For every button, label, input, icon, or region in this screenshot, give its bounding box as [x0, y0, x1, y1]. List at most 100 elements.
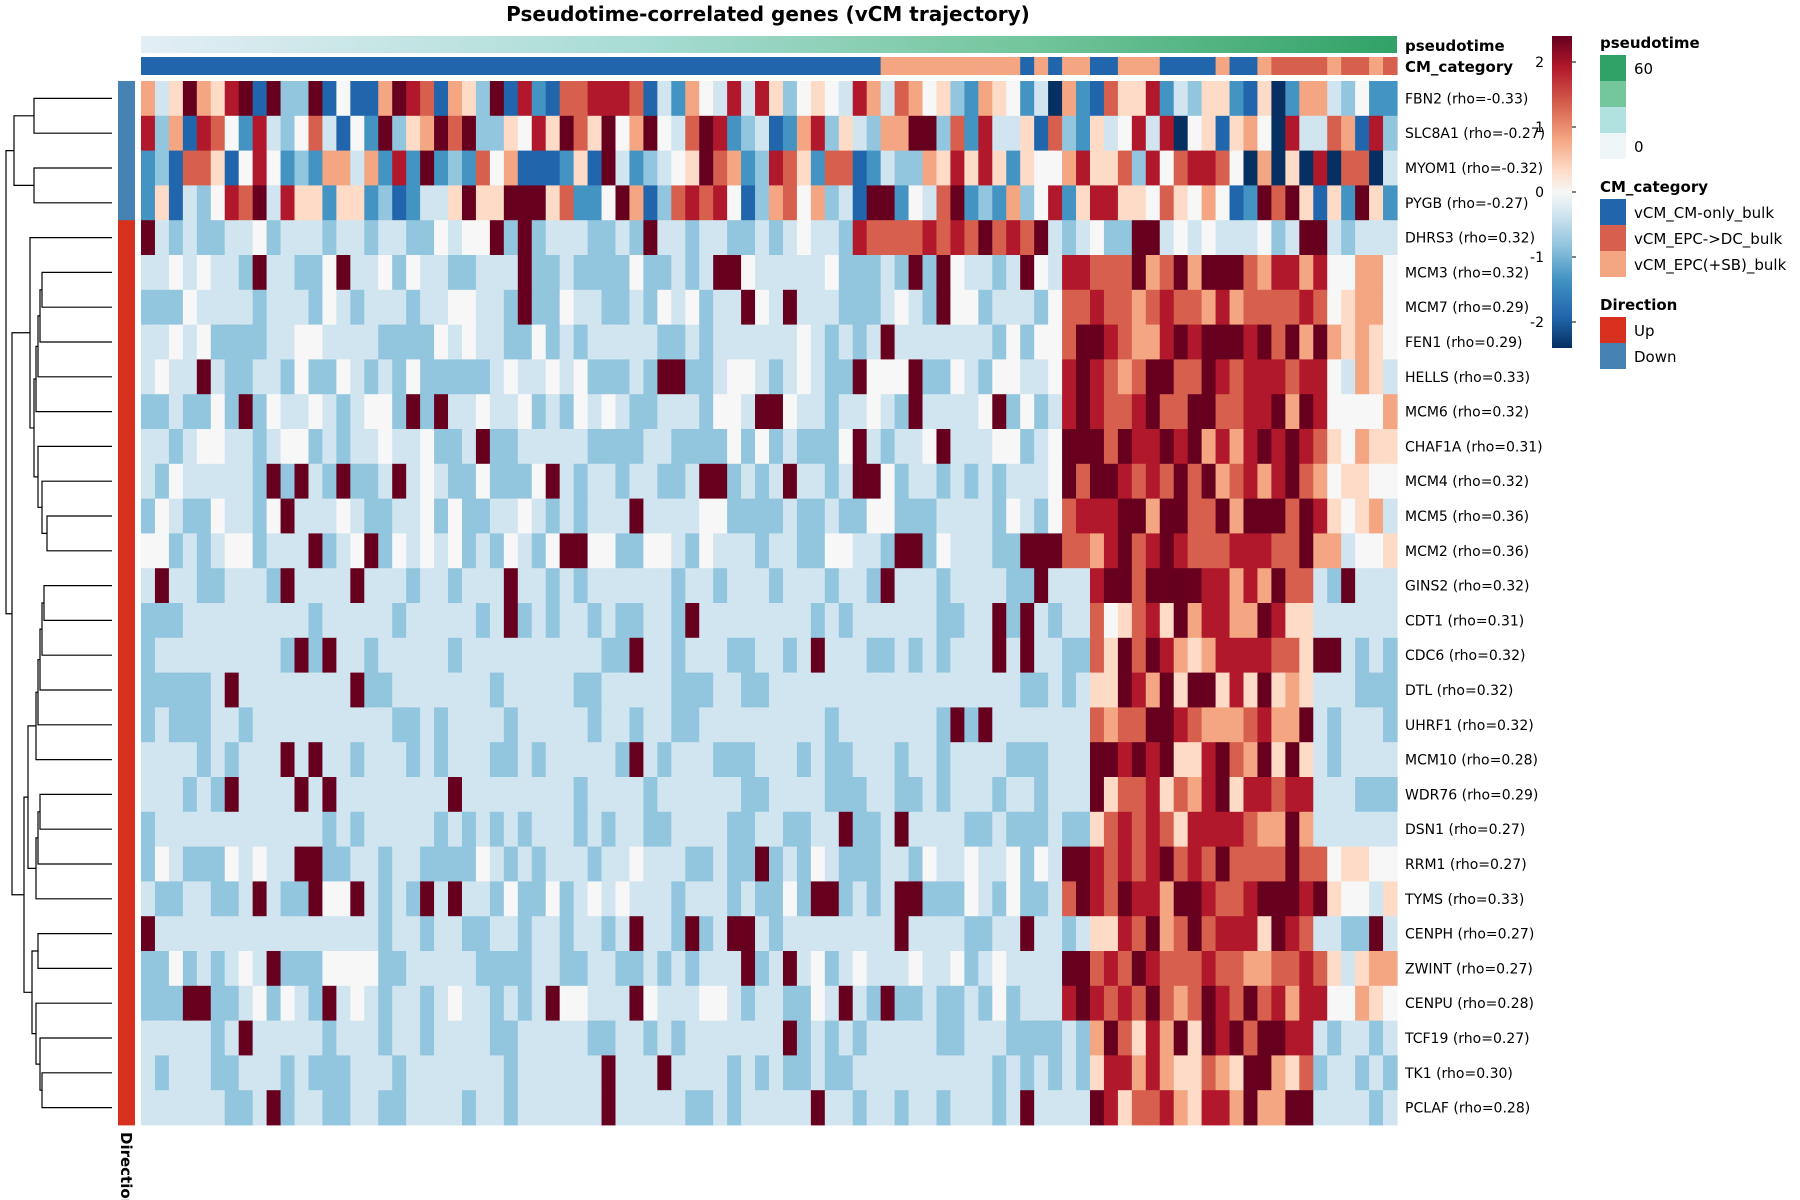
heatmap-cell — [517, 707, 533, 743]
heatmap-cell — [1173, 603, 1189, 639]
heatmap-cell — [741, 463, 756, 499]
heatmap-cell — [1034, 150, 1049, 186]
heatmap-cell — [866, 846, 882, 882]
heatmap-cell — [364, 672, 379, 708]
heatmap-cell — [531, 429, 547, 465]
heatmap-cell — [1215, 707, 1231, 743]
heatmap-cell — [573, 463, 589, 499]
heatmap-cell — [741, 1055, 756, 1091]
heatmap-cell — [824, 81, 840, 117]
heatmap-cell — [531, 150, 547, 186]
heatmap-cell — [1201, 185, 1217, 221]
heatmap-cell — [950, 881, 965, 917]
heatmap-cell — [141, 429, 156, 465]
heatmap-cell — [266, 951, 282, 987]
legend-pseudotime-title: pseudotime — [1600, 34, 1700, 52]
heatmap-cell — [196, 707, 212, 743]
heatmap-cell — [168, 568, 184, 604]
heatmap-cell — [210, 1090, 226, 1126]
heatmap-cell — [824, 846, 840, 882]
heatmap-cell — [1243, 707, 1259, 743]
heatmap-cell — [364, 115, 379, 151]
heatmap-cell — [601, 637, 617, 673]
heatmap-cell — [1229, 324, 1245, 360]
heatmap-cell — [1215, 498, 1231, 534]
heatmap-cell — [741, 359, 756, 395]
heatmap-cell — [1076, 811, 1091, 847]
heatmap-cell — [1257, 185, 1272, 221]
heatmap-cell — [406, 533, 421, 569]
heatmap-cell — [880, 603, 896, 639]
heatmap-cell — [1103, 985, 1119, 1021]
heatmap-cell — [1089, 985, 1105, 1021]
heatmap-cell — [434, 324, 449, 360]
heatmap-cell — [908, 811, 924, 847]
heatmap-cell — [1201, 533, 1217, 569]
heatmap-cell — [1215, 672, 1231, 708]
heatmap-cell — [755, 742, 770, 778]
heatmap-cell — [1215, 533, 1231, 569]
heatmap-cell — [866, 1020, 882, 1056]
heatmap-cell — [336, 811, 351, 847]
heatmap-cell — [336, 742, 351, 778]
heatmap-cell — [252, 742, 268, 778]
heatmap-cell — [364, 324, 379, 360]
direction-cell — [118, 150, 135, 186]
gene-label: TCF19 (rho=0.27) — [1404, 1031, 1530, 1047]
heatmap-cell — [1034, 115, 1049, 151]
heatmap-cell — [392, 1020, 407, 1056]
direction-cell — [118, 742, 135, 778]
heatmap-cell — [420, 985, 435, 1021]
dendrogram-branch — [39, 793, 112, 830]
cm-category-cell — [1299, 57, 1314, 75]
heatmap-cell — [308, 881, 324, 917]
heatmap-cell — [1131, 916, 1147, 952]
heatmap-cell — [796, 1090, 812, 1126]
heatmap-cell — [420, 707, 435, 743]
heatmap-cell — [1006, 777, 1021, 813]
heatmap-cell — [238, 185, 254, 221]
heatmap-cell — [936, 568, 952, 604]
heatmap-cell — [280, 359, 296, 395]
heatmap-cell — [154, 777, 170, 813]
heatmap-cell — [755, 985, 770, 1021]
heatmap-cell — [573, 1090, 589, 1126]
direction-cell — [118, 777, 135, 813]
heatmap-cell — [1173, 637, 1189, 673]
heatmap-cell — [1201, 672, 1217, 708]
heatmap-cell — [1034, 533, 1049, 569]
heatmap-cell — [1089, 568, 1105, 604]
heatmap-cell — [1285, 533, 1300, 569]
heatmap-cell — [168, 429, 184, 465]
heatmap-cell — [238, 1055, 254, 1091]
heatmap-cell — [1257, 985, 1272, 1021]
gene-label: MCM6 (rho=0.32) — [1405, 405, 1529, 421]
heatmap-cell — [1271, 603, 1286, 639]
heatmap-cell — [755, 881, 770, 917]
heatmap-cell — [671, 603, 686, 639]
heatmap-cell — [461, 359, 477, 395]
heatmap-cell — [769, 951, 784, 987]
heatmap-cell — [308, 672, 324, 708]
heatmap-cell — [796, 707, 812, 743]
heatmap-cell — [280, 811, 296, 847]
heatmap-cell — [1215, 881, 1231, 917]
heatmap-cell — [1313, 846, 1328, 882]
heatmap-cell — [671, 637, 686, 673]
heatmap-cell — [1131, 115, 1147, 151]
gene-label: MCM10 (rho=0.28) — [1405, 753, 1538, 769]
heatmap-cell — [1313, 1090, 1328, 1126]
direction-cell — [118, 394, 135, 430]
heatmap-cell — [503, 951, 519, 987]
heatmap-cell — [1383, 777, 1398, 813]
heatmap-cell — [1201, 1020, 1217, 1056]
heatmap-cell — [1229, 359, 1245, 395]
heatmap-cell — [992, 81, 1007, 117]
heatmap-cell — [880, 707, 896, 743]
heatmap-cell — [1103, 881, 1119, 917]
heatmap-cell — [601, 951, 617, 987]
heatmap-cell — [1201, 429, 1217, 465]
heatmap-cell — [364, 777, 379, 813]
heatmap-row — [141, 1090, 1398, 1126]
